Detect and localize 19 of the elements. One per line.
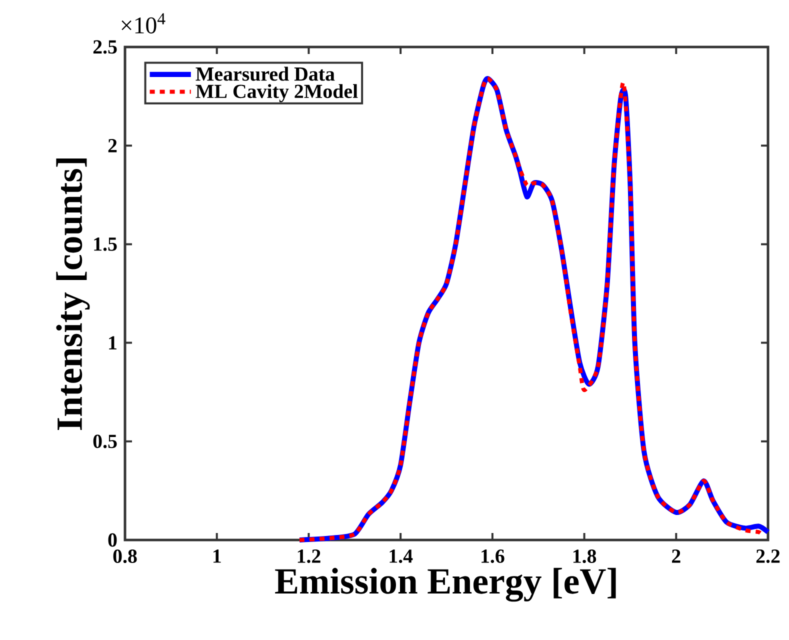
legend-label: ML Cavity 2Model bbox=[196, 84, 358, 102]
y-tick-label: 2 bbox=[108, 139, 117, 152]
legend-label: Mearsured Data bbox=[196, 66, 335, 81]
x-tick-label: 1.2 bbox=[298, 550, 320, 563]
x-tick-label: 1.6 bbox=[482, 550, 504, 563]
text: ×10$^{4}$ bbox=[122, 13, 166, 34]
y-tick-label: 0 bbox=[108, 533, 117, 547]
x-tick-label: 1.4 bbox=[390, 550, 413, 563]
y-tick-label: 1.5 bbox=[94, 237, 117, 251]
x-tick-label: 1.8 bbox=[573, 550, 596, 564]
x-tick-label: 2 bbox=[672, 550, 680, 563]
y-tick-label: 0.5 bbox=[93, 434, 117, 448]
x-axis-title: Emission Energy [eV] bbox=[275, 568, 616, 602]
x-tick-label: 0.8 bbox=[113, 550, 137, 564]
x-tick-label: 1 bbox=[213, 550, 221, 563]
y-axis-title: Intensity [counts] bbox=[56, 158, 90, 430]
x-tick-label: 2.2 bbox=[756, 550, 780, 563]
y-tick-label: 2.5 bbox=[93, 40, 117, 54]
y-tick-label: 1 bbox=[109, 336, 116, 350]
